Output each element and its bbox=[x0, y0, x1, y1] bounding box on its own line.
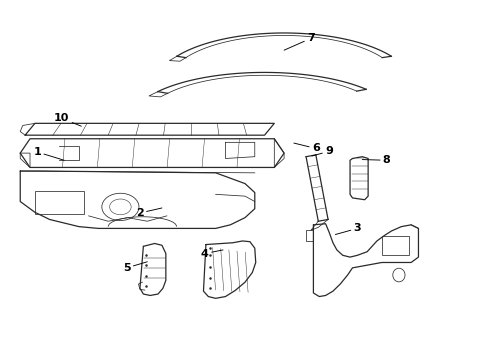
Bar bbox=[382, 235, 409, 255]
Text: 4: 4 bbox=[201, 248, 223, 258]
Text: 7: 7 bbox=[284, 33, 315, 50]
Text: 1: 1 bbox=[33, 147, 64, 160]
Text: 5: 5 bbox=[123, 262, 147, 273]
Text: 10: 10 bbox=[54, 113, 81, 126]
Text: 9: 9 bbox=[312, 146, 333, 156]
Text: 3: 3 bbox=[335, 224, 361, 234]
Text: 8: 8 bbox=[362, 155, 391, 165]
Text: 6: 6 bbox=[294, 143, 320, 153]
Text: 2: 2 bbox=[136, 208, 162, 218]
